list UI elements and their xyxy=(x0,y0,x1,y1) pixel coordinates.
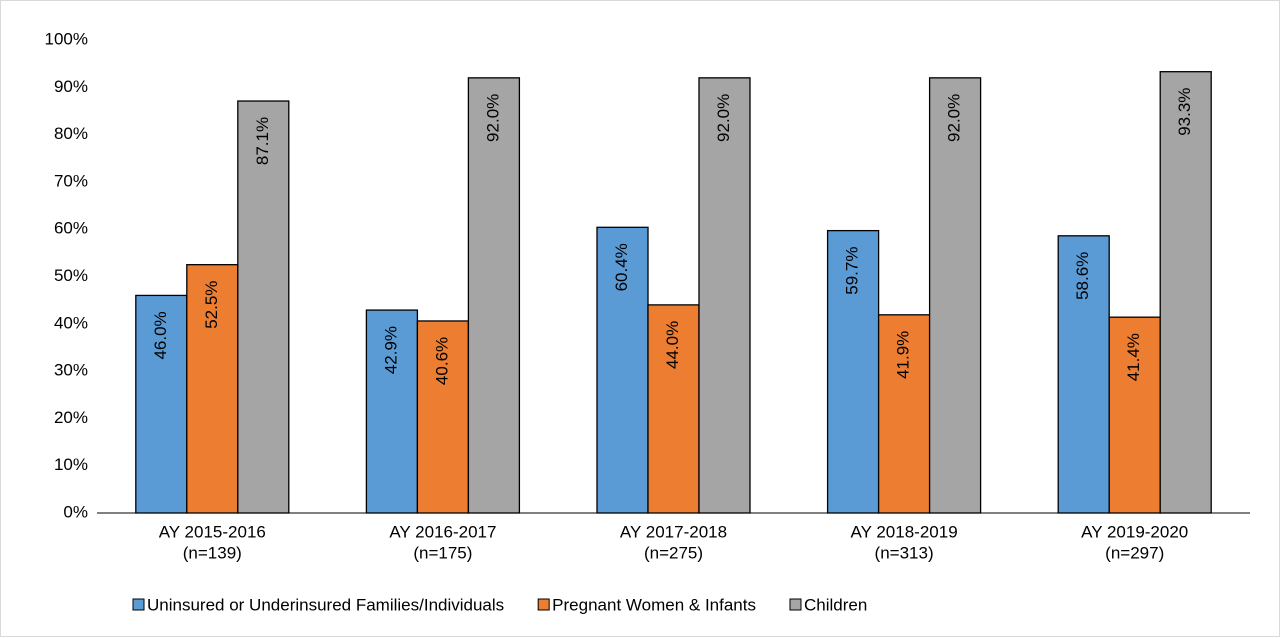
x-tick-label: AY 2019-2020 xyxy=(1081,522,1188,541)
y-tick-label: 50% xyxy=(54,266,88,285)
x-tick-label: (n=175) xyxy=(413,543,472,562)
value-label: 59.7% xyxy=(843,247,862,295)
bar xyxy=(1108,316,1161,514)
legend-swatch xyxy=(789,598,802,611)
value-label: 93.3% xyxy=(1175,88,1194,136)
value-label: 40.6% xyxy=(432,337,451,385)
value-label: 46.0% xyxy=(151,311,170,359)
value-label: 44.0% xyxy=(663,321,682,369)
bar xyxy=(237,100,290,514)
value-label: 92.0% xyxy=(945,94,964,142)
y-tick-label: 100% xyxy=(45,29,88,48)
bar xyxy=(416,320,470,514)
y-tick-label: 90% xyxy=(54,77,88,96)
value-label: 52.5% xyxy=(202,281,221,329)
y-tick-label: 40% xyxy=(54,313,88,332)
x-tick-label: (n=313) xyxy=(875,543,934,562)
value-label: 41.4% xyxy=(1124,333,1143,381)
y-tick-label: 10% xyxy=(54,455,88,474)
legend-label: Children xyxy=(804,595,867,614)
value-label: 87.1% xyxy=(253,117,272,165)
bar xyxy=(698,77,751,514)
legend-swatch xyxy=(132,598,145,611)
bar xyxy=(467,77,521,514)
x-tick-label: (n=297) xyxy=(1105,543,1164,562)
value-label: 42.9% xyxy=(381,326,400,374)
value-label: 58.6% xyxy=(1073,252,1092,300)
bar xyxy=(877,314,931,514)
value-label: 92.0% xyxy=(483,94,502,142)
x-tick-label: AY 2016-2017 xyxy=(389,522,496,541)
y-tick-label: 0% xyxy=(63,502,88,521)
y-tick-label: 70% xyxy=(54,171,88,190)
y-tick-label: 20% xyxy=(54,408,88,427)
x-tick-label: AY 2017-2018 xyxy=(620,522,727,541)
bar xyxy=(186,264,239,514)
legend-label: Uninsured or Underinsured Families/Indiv… xyxy=(147,595,504,614)
legend-label: Pregnant Women & Infants xyxy=(552,595,756,614)
x-tick-label: AY 2018-2019 xyxy=(851,522,958,541)
y-tick-label: 80% xyxy=(54,124,88,143)
bar xyxy=(135,294,188,514)
x-tick-label: AY 2015-2016 xyxy=(159,522,266,541)
y-tick-label: 60% xyxy=(54,219,88,238)
value-label: 41.9% xyxy=(894,331,913,379)
value-label: 92.0% xyxy=(714,94,733,142)
legend-swatch xyxy=(537,598,550,611)
y-tick-label: 30% xyxy=(54,361,88,380)
x-tick-label: (n=139) xyxy=(183,543,242,562)
bar xyxy=(928,77,982,514)
x-tick-label: (n=275) xyxy=(644,543,703,562)
value-label: 60.4% xyxy=(612,243,631,291)
bar xyxy=(647,304,700,514)
bar xyxy=(1159,71,1212,514)
